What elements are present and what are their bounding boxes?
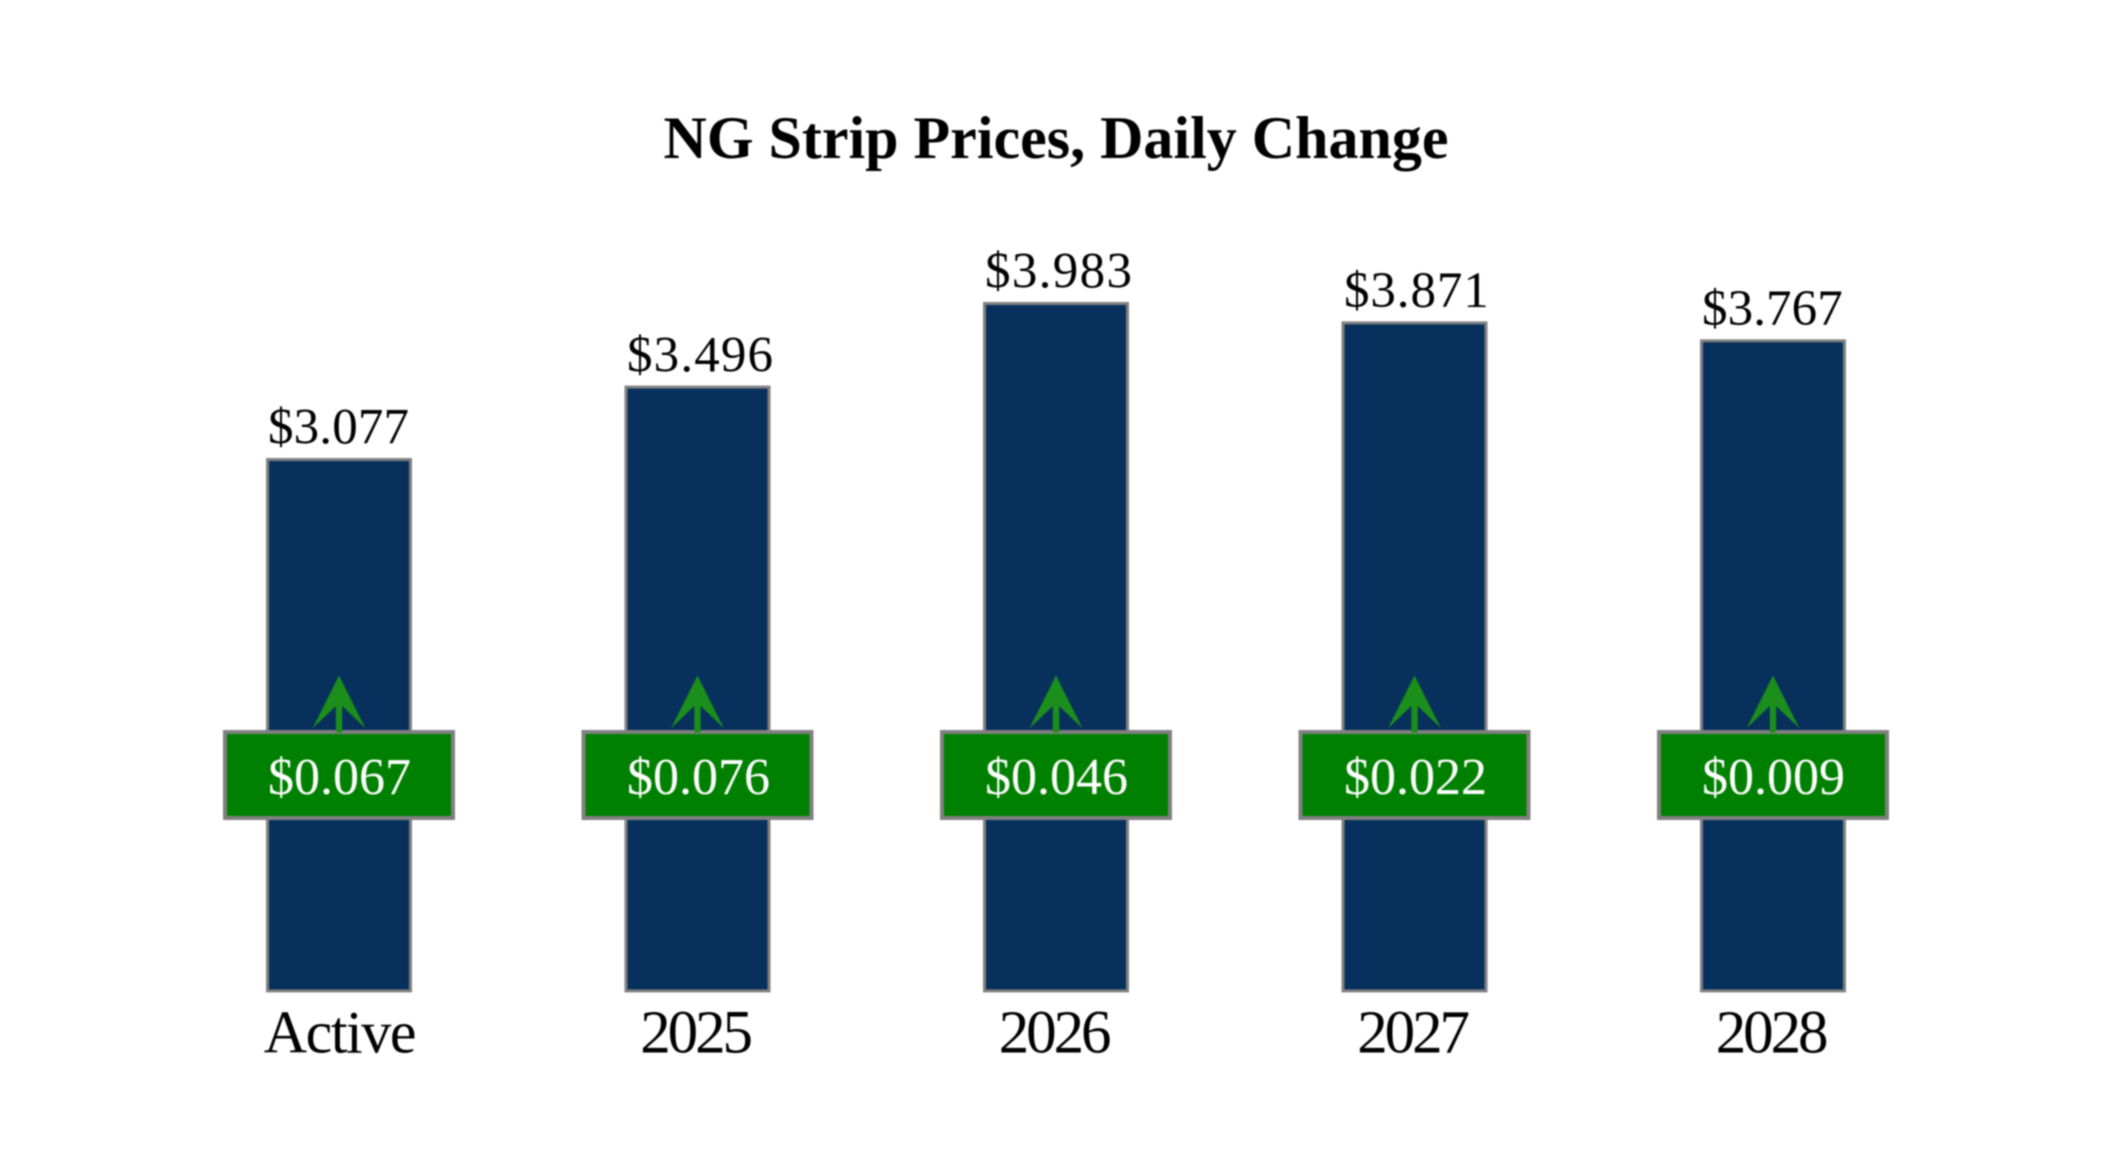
svg-text:$0.046: $0.046 (985, 749, 1128, 806)
svg-text:NG Strip Prices, Daily Change: NG Strip Prices, Daily Change (664, 105, 1449, 171)
svg-text:$0.022: $0.022 (1344, 749, 1487, 806)
svg-text:$0.009: $0.009 (1702, 749, 1845, 806)
svg-text:$3.496: $3.496 (627, 327, 774, 383)
svg-text:2027: 2027 (1357, 999, 1468, 1066)
svg-text:$3.077: $3.077 (268, 400, 409, 456)
svg-text:Active: Active (264, 999, 415, 1065)
svg-text:$3.767: $3.767 (1702, 281, 1843, 337)
svg-text:$3.983: $3.983 (985, 244, 1133, 300)
svg-text:2025: 2025 (640, 999, 751, 1066)
svg-text:2026: 2026 (999, 999, 1110, 1066)
svg-text:$0.067: $0.067 (268, 749, 411, 806)
svg-text:2028: 2028 (1716, 999, 1827, 1066)
svg-text:$3.871: $3.871 (1344, 263, 1490, 319)
svg-text:$0.076: $0.076 (627, 749, 770, 806)
